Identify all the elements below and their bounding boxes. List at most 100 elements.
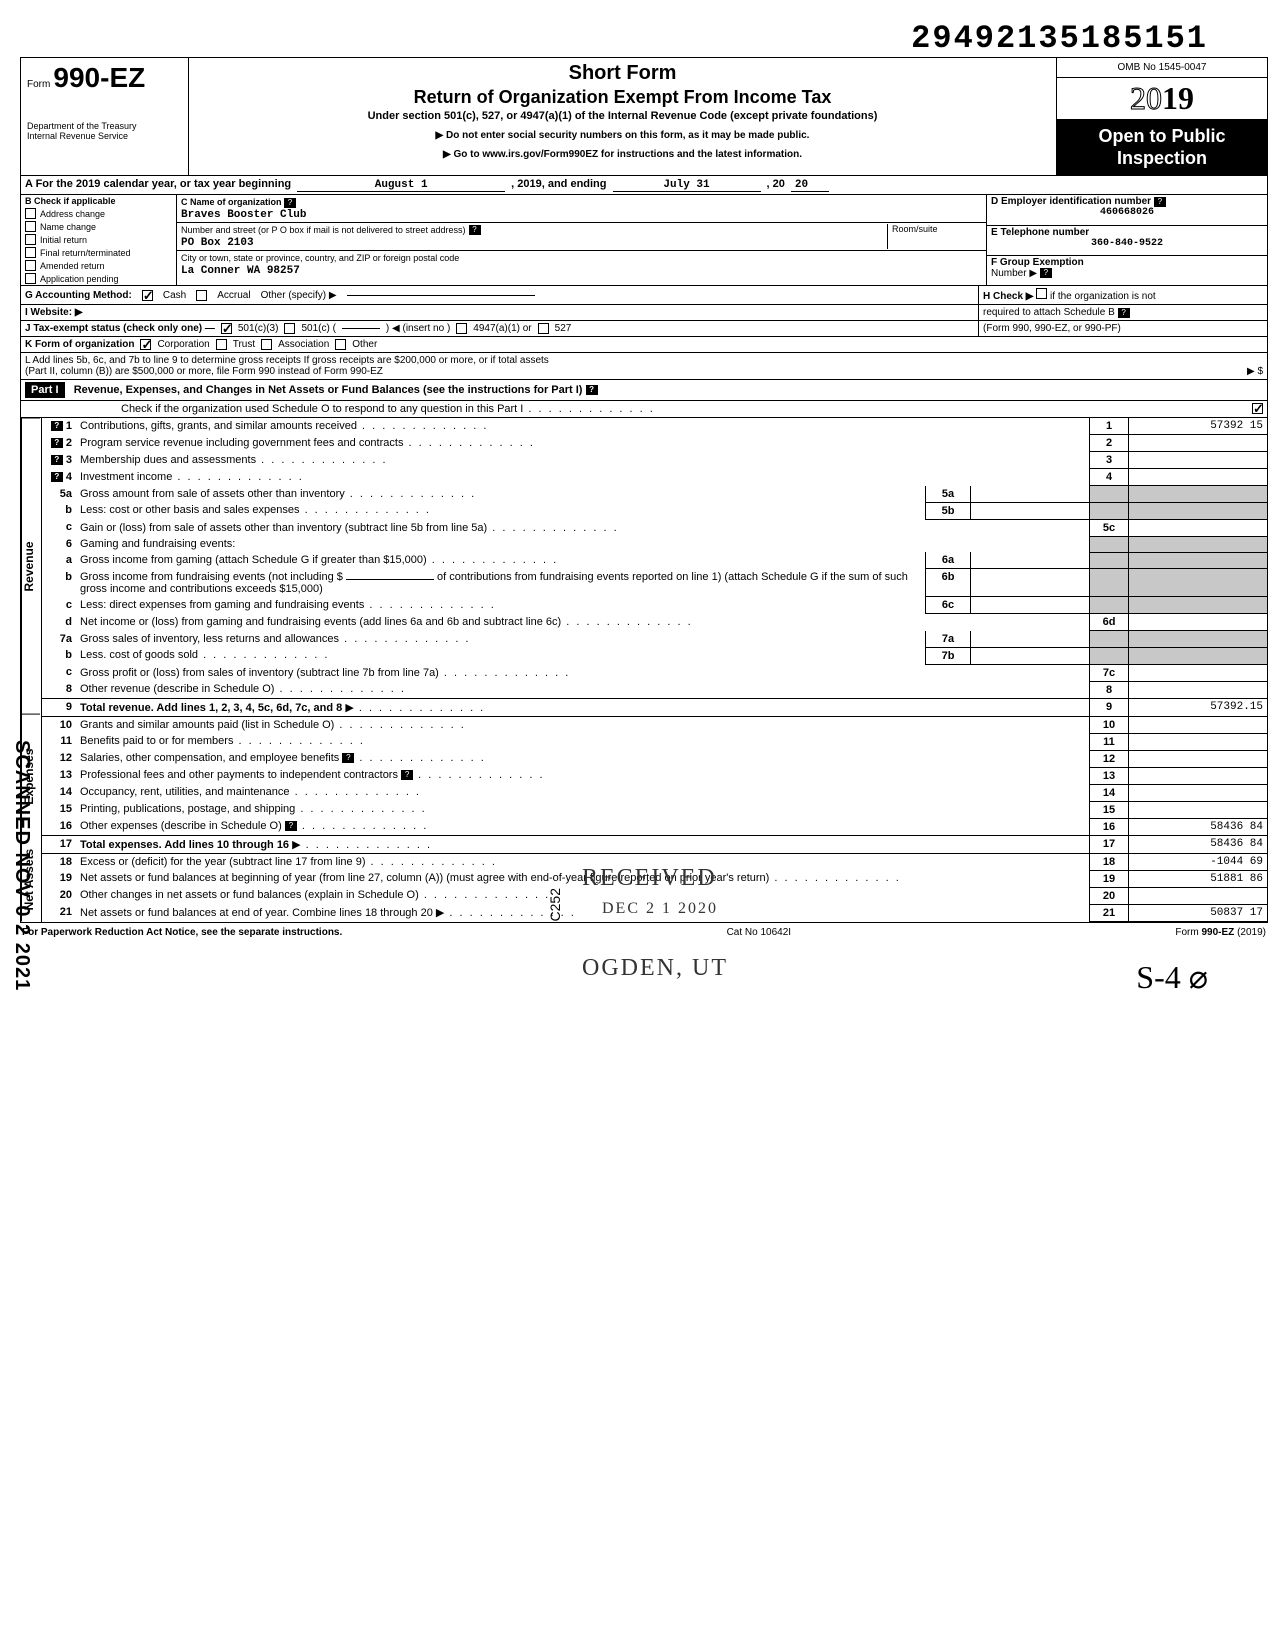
line-a: A For the 2019 calendar year, or tax yea… [21, 176, 1267, 195]
stamp-date: DEC 2 1 2020 [592, 898, 728, 920]
title-cell: Short Form Return of Organization Exempt… [189, 58, 1057, 175]
val-6d[interactable] [1129, 614, 1268, 631]
check-501c[interactable] [284, 323, 295, 334]
val-6b[interactable] [971, 569, 1090, 597]
help-icon[interactable]: ? [284, 198, 296, 208]
val-4[interactable] [1129, 469, 1268, 486]
tax-year: 2019 [1057, 78, 1267, 120]
line-12: 12 Salaries, other compensation, and emp… [42, 750, 1267, 767]
help-icon[interactable]: ? [586, 385, 598, 395]
val-8[interactable] [1129, 681, 1268, 698]
val-1[interactable]: 57392 15 [1129, 418, 1268, 435]
form-990ez: Form 990-EZ Department of the Treasury I… [20, 57, 1268, 923]
part1-check-o: Check if the organization used Schedule … [21, 401, 1267, 418]
line-h-cont2: (Form 990, 990-EZ, or 990-PF) [978, 321, 1267, 336]
val-7b[interactable] [971, 647, 1090, 664]
val-20[interactable] [1129, 887, 1268, 904]
help-icon[interactable]: ? [285, 821, 297, 831]
line-11: 11 Benefits paid to or for members 11 [42, 733, 1267, 750]
val-14[interactable] [1129, 784, 1268, 801]
line-i: I Website: ▶ required to attach Schedule… [21, 305, 1267, 321]
line-1: ? 1 Contributions, gifts, grants, and si… [42, 418, 1267, 435]
tax-year-end-yy[interactable]: 20 [791, 179, 829, 192]
org-name[interactable]: Braves Booster Club [181, 209, 306, 221]
check-schedule-o[interactable] [1252, 403, 1263, 414]
org-city[interactable]: La Conner WA 98257 [181, 265, 300, 277]
help-icon[interactable]: ? [1040, 268, 1052, 278]
omb-number: OMB No 1545-0047 [1057, 58, 1267, 78]
val-11[interactable] [1129, 733, 1268, 750]
check-accrual[interactable] [196, 290, 207, 301]
val-13[interactable] [1129, 767, 1268, 784]
check-other-org[interactable] [335, 339, 346, 350]
check-501c3[interactable] [221, 323, 232, 334]
part1-header: Part I Revenue, Expenses, and Changes in… [21, 380, 1267, 401]
stamp-received: RECEIVED [572, 863, 727, 894]
line-14: 14 Occupancy, rent, utilities, and maint… [42, 784, 1267, 801]
check-name-change[interactable]: Name change [21, 220, 176, 233]
header-row: Form 990-EZ Department of the Treasury I… [21, 58, 1267, 176]
help-icon[interactable]: ? [51, 455, 63, 465]
footer: For Paperwork Reduction Act Notice, see … [20, 923, 1268, 938]
check-corp[interactable] [140, 339, 151, 350]
val-10[interactable] [1129, 716, 1268, 733]
lines-table: ? 1 Contributions, gifts, grants, and si… [42, 418, 1267, 922]
room-suite: Room/suite [887, 224, 982, 249]
help-icon[interactable]: ? [1154, 197, 1166, 207]
val-19[interactable]: 51881 86 [1129, 870, 1268, 887]
val-18[interactable]: -1044 69 [1129, 853, 1268, 870]
val-15[interactable] [1129, 801, 1268, 818]
ein[interactable]: 460668026 [991, 207, 1263, 218]
val-2[interactable] [1129, 435, 1268, 452]
section-def: D Employer identification number ? 46066… [986, 195, 1267, 285]
line-7b: b Less. cost of goods sold 7b [42, 647, 1267, 664]
help-icon[interactable]: ? [469, 225, 481, 235]
check-527[interactable] [538, 323, 549, 334]
val-5c[interactable] [1129, 519, 1268, 536]
help-icon[interactable]: ? [51, 472, 63, 482]
main-title: Return of Organization Exempt From Incom… [195, 87, 1050, 108]
val-21[interactable]: 50837 17 [1129, 904, 1268, 921]
help-icon[interactable]: ? [401, 770, 413, 780]
check-4947[interactable] [456, 323, 467, 334]
check-initial-return[interactable]: Initial return [21, 233, 176, 246]
tax-year-begin[interactable]: August 1 [297, 179, 505, 192]
check-address-change[interactable]: Address change [21, 207, 176, 220]
check-final-return[interactable]: Final return/terminated [21, 246, 176, 259]
check-amended[interactable]: Amended return [21, 259, 176, 272]
accounting-other[interactable] [347, 295, 535, 296]
val-5a[interactable] [971, 486, 1090, 503]
tax-year-end[interactable]: July 31 [613, 179, 761, 192]
phone[interactable]: 360-840-9522 [991, 238, 1263, 249]
val-6a[interactable] [971, 552, 1090, 569]
val-7c[interactable] [1129, 664, 1268, 681]
line-5a: 5a Gross amount from sale of assets othe… [42, 486, 1267, 503]
val-7a[interactable] [971, 631, 1090, 648]
org-addr[interactable]: PO Box 2103 [181, 237, 254, 249]
check-assoc[interactable] [261, 339, 272, 350]
goto-link: ▶ Go to www.irs.gov/Form990EZ for instru… [195, 149, 1050, 160]
val-16[interactable]: 58436 84 [1129, 818, 1268, 835]
check-app-pending[interactable]: Application pending [21, 272, 176, 285]
check-schedule-b[interactable] [1036, 288, 1047, 299]
stamp-ogden: OGDEN, UT [572, 953, 738, 984]
help-icon[interactable]: ? [51, 438, 63, 448]
val-9[interactable]: 57392.15 [1129, 698, 1268, 716]
val-3[interactable] [1129, 452, 1268, 469]
help-icon[interactable]: ? [342, 753, 354, 763]
line-3: ? 3 Membership dues and assessments 3 [42, 452, 1267, 469]
val-17[interactable]: 58436 84 [1129, 835, 1268, 853]
line-7a: 7a Gross sales of inventory, less return… [42, 631, 1267, 648]
help-icon[interactable]: ? [1118, 308, 1130, 318]
line-13: 13 Professional fees and other payments … [42, 767, 1267, 784]
check-trust[interactable] [216, 339, 227, 350]
line-j: J Tax-exempt status (check only one) — 5… [21, 321, 1267, 337]
check-cash[interactable] [142, 290, 153, 301]
stamp-code: C252 [547, 888, 563, 921]
val-6c[interactable] [971, 597, 1090, 614]
help-icon[interactable]: ? [51, 421, 63, 431]
part1-body: Revenue Expenses Net Assets ? 1 Contribu… [21, 418, 1267, 922]
stamp-scanned: SCANNED NOV 0 2 2021 [10, 740, 33, 991]
val-12[interactable] [1129, 750, 1268, 767]
val-5b[interactable] [971, 502, 1090, 519]
